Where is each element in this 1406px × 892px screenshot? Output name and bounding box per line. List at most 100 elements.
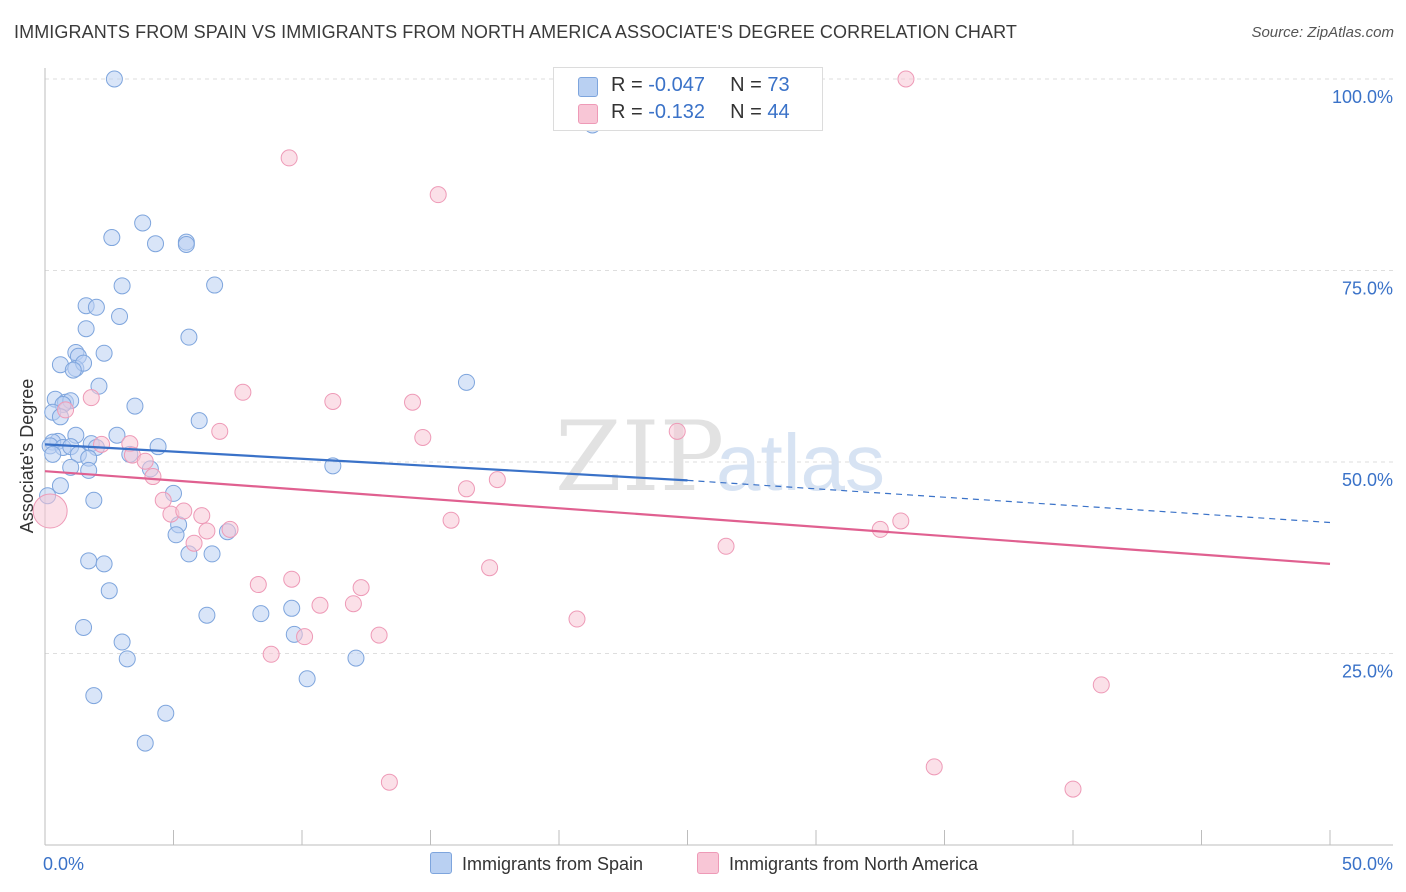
point-spain [203,545,221,563]
point-spain [103,229,121,247]
source-label: Source: ZipAtlas.com [1251,24,1394,41]
legend-r-label: R = [611,74,643,96]
trend-line-north-america [44,470,1331,565]
point-spain [298,670,316,688]
point-spain [134,214,152,232]
y-tick-label: 25.0% [1342,662,1393,682]
point-north-america [380,773,398,791]
point-spain [157,704,175,722]
point-north-america [442,511,460,529]
point-north-america [429,186,447,204]
point-spain [100,582,118,600]
point-north-america [892,512,910,530]
point-spain [113,277,131,295]
y-tick-label: 75.0% [1342,279,1393,299]
point-north-america [93,435,111,453]
point-north-america [296,628,314,646]
point-spain [190,412,208,430]
point-spain [283,599,301,617]
trend-lines [44,443,1331,565]
point-north-america [925,758,943,776]
point-spain [167,526,185,544]
point-north-america [211,422,229,440]
point-spain [149,438,167,456]
trend-line-spain [44,443,688,482]
bottom-legend-north-america[interactable]: Immigrants from North America [697,852,978,875]
point-north-america [311,596,329,614]
point-north-america [871,520,889,538]
point-spain [85,687,103,705]
point-north-america [404,393,422,411]
point-north-america [136,452,154,470]
point-spain [105,70,123,88]
point-north-america [262,645,280,663]
legend-swatch-spain [578,77,598,97]
point-spain [177,235,195,253]
bottom-legend-label-spain: Immigrants from Spain [462,854,644,874]
point-spain [80,552,98,570]
watermark-atlas: atlas [716,418,885,507]
point-north-america [280,149,298,167]
point-north-america [1064,780,1082,798]
point-spain [77,320,95,338]
point-north-america [144,468,162,486]
y-tick-label: 50.0% [1342,470,1393,490]
point-north-america [1092,676,1110,694]
bottom-legend-swatch-spain [430,852,452,874]
point-spain [87,298,105,316]
point-spain [95,555,113,573]
point-north-america [414,428,432,446]
point-spain [206,276,224,294]
legend-r-value: -0.132 [648,101,705,123]
point-north-america [249,576,267,594]
bottom-legend-label-north-america: Immigrants from North America [729,854,979,874]
point-north-america [370,626,388,644]
point-spain [95,344,113,362]
point-spain [85,491,103,509]
point-spain [62,458,80,476]
point-spain [252,605,270,623]
legend-n-label: N = [730,74,762,96]
point-spain [75,618,93,636]
point-north-america [717,537,735,555]
point-north-america [324,392,342,410]
point-north-america [175,502,193,520]
legend-r-value: -0.047 [648,74,705,96]
point-spain [180,328,198,346]
point-north-america [32,493,68,529]
point-spain [113,633,131,651]
point-north-america [481,559,499,577]
chart-title: IMMIGRANTS FROM SPAIN VS IMMIGRANTS FROM… [14,22,1017,42]
point-spain [108,426,126,444]
point-north-america [668,422,686,440]
point-spain [118,650,136,668]
data-points [32,70,1110,798]
legend-n-label: N = [730,101,762,123]
point-north-america [234,383,252,401]
point-spain [147,235,165,253]
point-north-america [283,570,301,588]
tick-labels: 100.0% 75.0% 50.0% 25.0% 0.0% 50.0% [43,87,1393,874]
point-spain [126,397,144,415]
point-spain [44,445,62,463]
point-north-america [488,471,506,489]
point-north-america [457,480,475,498]
legend-swatch-north-america [578,104,598,124]
bottom-legend-swatch-north-america [697,852,719,874]
y-tick-label: 100.0% [1332,87,1393,107]
point-north-america [193,507,211,525]
bottom-legend-spain[interactable]: Immigrants from Spain [430,852,643,875]
point-north-america [185,534,203,552]
point-spain [111,307,129,325]
point-north-america [198,522,216,540]
point-north-america [221,520,239,538]
legend-r-label: R = [611,101,643,123]
point-spain [198,606,216,624]
point-spain [347,649,365,667]
point-north-america [82,389,100,407]
x-tick-label: 0.0% [43,854,84,874]
legend-n-value: 44 [767,101,790,123]
point-north-america [568,610,586,628]
stats-legend: R = -0.047 N = 73 R = -0.132 N = 44 [553,67,823,131]
point-north-america [57,401,75,419]
